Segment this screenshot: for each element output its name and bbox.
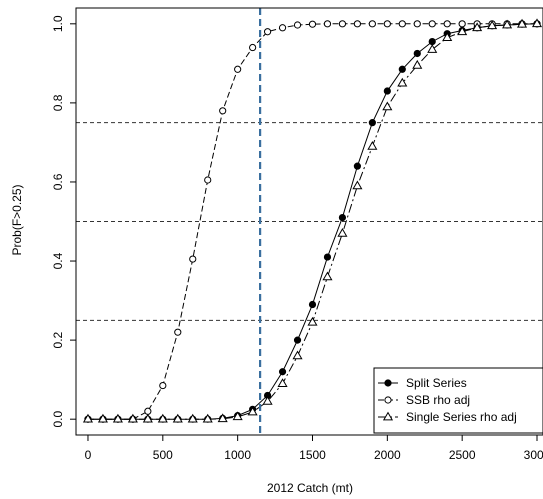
data-point <box>352 180 363 190</box>
x-tick-label: 1500 <box>299 448 326 462</box>
data-point <box>338 213 347 222</box>
data-point <box>82 413 94 423</box>
data-point <box>308 300 317 309</box>
data-point <box>413 20 421 28</box>
data-point <box>398 65 406 73</box>
data-point <box>202 413 213 423</box>
data-point <box>322 271 333 281</box>
legend-label: SSB rho adj <box>406 393 470 407</box>
legend-marker <box>384 379 392 387</box>
x-tick-label: 0 <box>85 448 92 462</box>
data-point <box>383 87 391 95</box>
series <box>82 18 543 423</box>
data-point <box>502 19 513 29</box>
x-tick-label: 2500 <box>449 448 476 462</box>
data-point <box>219 107 227 115</box>
data-point <box>278 24 287 32</box>
data-point <box>97 413 108 423</box>
legend-marker <box>384 396 392 404</box>
data-point <box>172 413 183 423</box>
legend: Split Series SSB rho adj Single Series rho… <box>373 367 543 434</box>
plot-frame <box>75 7 543 436</box>
data-point <box>277 378 288 387</box>
legend-item: Split Series <box>378 376 467 390</box>
y-tick-label: 0.2 <box>51 331 65 348</box>
data-point <box>337 227 348 237</box>
data-point <box>531 18 543 28</box>
data-point <box>457 26 468 36</box>
data-point <box>353 20 361 28</box>
data-point <box>323 20 332 28</box>
data-point <box>127 413 138 423</box>
legend-item: Single Series rho adj <box>378 410 517 424</box>
x-tick-label: 500 <box>153 448 173 462</box>
data-point <box>442 32 453 42</box>
data-point <box>338 20 347 28</box>
data-point <box>159 381 167 390</box>
data-point <box>174 328 182 336</box>
data-point <box>142 413 153 423</box>
data-point <box>308 20 317 28</box>
data-point <box>249 43 257 52</box>
data-point <box>397 77 408 87</box>
data-point <box>144 407 152 415</box>
y-tick-label: 1.0 <box>51 15 65 32</box>
y-axis-label: Prob(F>0.25) <box>10 184 24 255</box>
data-point <box>516 18 528 28</box>
legend-item: SSB rho adj <box>378 393 470 407</box>
data-point <box>323 253 332 261</box>
data-point <box>187 413 198 423</box>
data-point <box>428 38 436 46</box>
data-point <box>204 176 212 184</box>
y-tick-label: 0.4 <box>51 252 65 269</box>
data-point <box>232 411 243 421</box>
data-point <box>487 20 498 30</box>
legend-box <box>373 367 543 434</box>
y-tick-label: 0.8 <box>51 94 65 111</box>
data-point <box>412 59 423 69</box>
data-point <box>368 119 376 127</box>
data-point <box>189 255 197 263</box>
data-point <box>293 336 302 344</box>
data-point <box>398 20 406 28</box>
data-point <box>382 101 393 111</box>
data-point <box>157 413 168 423</box>
x-axis-label: 2012 Catch (mt) <box>267 481 353 495</box>
data-point <box>263 28 272 36</box>
legend-marker <box>382 411 394 421</box>
data-point <box>307 316 318 326</box>
data-point <box>262 395 273 405</box>
data-point <box>443 20 451 28</box>
data-point <box>247 406 258 416</box>
data-point <box>234 65 242 73</box>
plot-content <box>76 8 543 435</box>
legend-label: Split Series <box>406 376 467 390</box>
data-point <box>278 368 287 376</box>
y-tick-label: 0.0 <box>51 411 65 428</box>
data-point <box>472 22 483 32</box>
y-tick-label: 0.6 <box>51 173 65 190</box>
legend-label: Single Series rho adj <box>406 410 517 424</box>
data-point <box>293 21 302 29</box>
data-point <box>458 20 466 28</box>
x-tick-label: 2000 <box>374 448 401 462</box>
data-point <box>353 162 361 170</box>
data-point <box>292 350 303 360</box>
data-point <box>383 20 391 28</box>
data-point <box>112 413 123 423</box>
y-axis: 0.0 0.2 0.4 0.6 0.8 1.0 <box>51 15 76 428</box>
data-point <box>427 44 438 53</box>
data-point <box>413 49 421 58</box>
x-tick-label: 1000 <box>224 448 251 462</box>
data-point <box>217 413 228 423</box>
data-point <box>428 20 436 28</box>
data-point <box>368 20 376 28</box>
data-point <box>367 140 378 150</box>
